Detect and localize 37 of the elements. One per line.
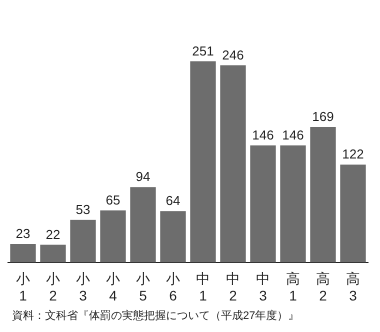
- bar: [190, 61, 216, 262]
- text: 資料：文科省『体罰の実態把握について（平成27年度）』: [11, 308, 300, 323]
- bar: [160, 211, 186, 262]
- x-tick-label: 小4: [106, 270, 120, 304]
- x-tick-label: 中1: [196, 270, 210, 304]
- bar: [10, 244, 36, 262]
- data-label: 122: [342, 146, 364, 162]
- data-label: 146: [252, 127, 274, 142]
- x-tick-label: 高3: [346, 270, 360, 304]
- x-tick-label: 小6: [166, 270, 180, 304]
- bar: [280, 145, 306, 262]
- x-tick-label: 小2: [46, 270, 60, 304]
- data-label: 169: [312, 109, 334, 124]
- x-tick-label: 高2: [316, 270, 330, 304]
- data-label: 53: [76, 202, 90, 218]
- data-label: 251: [192, 43, 214, 58]
- data-label: 22: [46, 226, 60, 242]
- x-tick-label: 中2: [226, 270, 240, 304]
- x-tick-label: 高1: [286, 270, 300, 304]
- bar: [130, 187, 156, 262]
- bar: [220, 65, 246, 262]
- data-label: 65: [106, 192, 120, 208]
- x-tick-label: 中3: [256, 270, 270, 304]
- bar: [340, 164, 366, 262]
- data-label: 23: [16, 226, 30, 242]
- data-label: 64: [166, 193, 180, 208]
- data-label: 94: [136, 169, 150, 184]
- data-label: 146: [282, 127, 304, 142]
- bar: [250, 145, 276, 262]
- x-tick-label: 小3: [76, 270, 90, 304]
- bar: [310, 126, 336, 262]
- bar: [40, 244, 66, 262]
- data-label: 246: [222, 47, 244, 62]
- bar: [100, 210, 126, 262]
- bar: [70, 220, 96, 262]
- x-tick-label: 小5: [136, 270, 150, 304]
- x-tick-label: 小1: [16, 270, 30, 304]
